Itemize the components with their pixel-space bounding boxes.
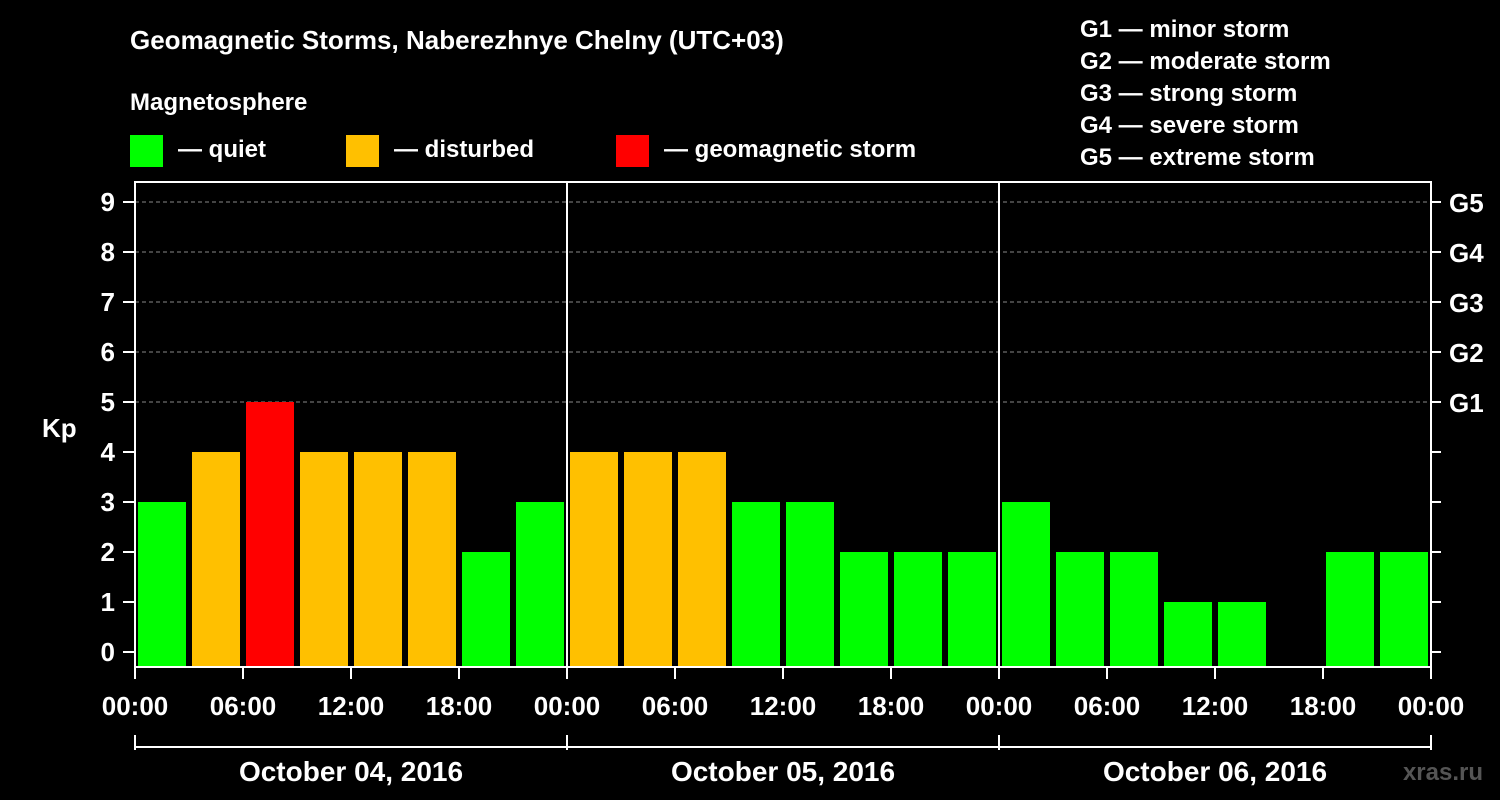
x-tick-label: 00:00: [1398, 691, 1465, 721]
kp-bar: [1164, 602, 1212, 667]
x-tick-label: 00:00: [966, 691, 1033, 721]
y-tick-label: 3: [101, 487, 115, 517]
y-tick-label: 6: [101, 337, 115, 367]
x-tick-label: 18:00: [1290, 691, 1357, 721]
legend-label-storm: — geomagnetic storm: [664, 136, 916, 163]
kp-bar: [300, 452, 348, 667]
storm-scale-g4: G4 — severe storm: [1080, 112, 1299, 139]
storm-scale-g5: G5 — extreme storm: [1080, 144, 1315, 171]
storm-tick-label: G2: [1449, 338, 1484, 368]
kp-bar: [408, 452, 456, 667]
legend-swatch-storm: [616, 135, 649, 167]
day-label-2: October 05, 2016: [671, 756, 895, 787]
y-tick-label: 5: [101, 387, 115, 417]
kp-bar: [246, 402, 294, 667]
y-tick-label: 1: [101, 587, 115, 617]
y-tick-label: 7: [101, 287, 115, 317]
y-tick-label: 9: [101, 187, 115, 217]
legend-label-disturbed: — disturbed: [394, 136, 534, 163]
x-tick-label: 18:00: [858, 691, 925, 721]
x-tick-label: 18:00: [426, 691, 493, 721]
kp-bar: [570, 452, 618, 667]
kp-bar: [1056, 552, 1104, 667]
grid-lines: [135, 201, 1431, 403]
x-tick-label: 12:00: [318, 691, 385, 721]
storm-tick-label: G3: [1449, 288, 1484, 318]
legend-swatch-quiet: [130, 135, 163, 167]
y-tick-label: 8: [101, 237, 115, 267]
kp-bar: [894, 552, 942, 667]
x-tick-label: 00:00: [102, 691, 169, 721]
kp-bar: [1380, 552, 1428, 667]
day-label-3: October 06, 2016: [1103, 756, 1327, 787]
kp-bar: [516, 502, 564, 667]
kp-bar: [1218, 602, 1266, 667]
kp-bar: [354, 452, 402, 667]
kp-bar: [840, 552, 888, 667]
ticks: 0 1 2 3 4 5 6 7 8 9 G1 G2 G3 G4 G5 00:00 06:00 12:00 18:00…: [101, 187, 1484, 750]
kp-bar: [1110, 552, 1158, 667]
x-tick-label: 06:00: [1074, 691, 1141, 721]
y-tick-label: 4: [101, 437, 116, 467]
day-label-1: October 04, 2016: [239, 756, 463, 787]
kp-bar: [624, 452, 672, 667]
storm-scale-g3: G3 — strong storm: [1080, 80, 1297, 107]
legend-label-quiet: — quiet: [178, 136, 266, 163]
storm-scale-g2: G2 — moderate storm: [1080, 48, 1331, 75]
legend-heading: Magnetosphere: [130, 89, 307, 116]
kp-bar: [786, 502, 834, 667]
y-axis-label: Kp: [42, 413, 77, 443]
x-tick-label: 12:00: [750, 691, 817, 721]
storm-tick-label: G4: [1449, 238, 1484, 268]
bars: [138, 402, 1428, 667]
chart-title: Geomagnetic Storms, Naberezhnye Chelny (…: [130, 25, 784, 55]
kp-bar: [192, 452, 240, 667]
x-tick-label: 12:00: [1182, 691, 1249, 721]
y-tick-label: 2: [101, 537, 115, 567]
kp-bar: [678, 452, 726, 667]
kp-bar: [948, 552, 996, 667]
x-tick-label: 00:00: [534, 691, 601, 721]
storm-scale-g1: G1 — minor storm: [1080, 16, 1289, 43]
kp-bar: [1002, 502, 1050, 667]
y-tick-label: 0: [101, 637, 115, 667]
legend-swatch-disturbed: [346, 135, 379, 167]
storm-tick-label: G5: [1449, 188, 1484, 218]
watermark: xras.ru: [1403, 759, 1483, 786]
kp-bar: [462, 552, 510, 667]
kp-bar: [1326, 552, 1374, 667]
kp-bar: [138, 502, 186, 667]
x-tick-label: 06:00: [210, 691, 277, 721]
kp-bar: [732, 502, 780, 667]
storm-tick-label: G1: [1449, 388, 1484, 418]
x-tick-label: 06:00: [642, 691, 709, 721]
